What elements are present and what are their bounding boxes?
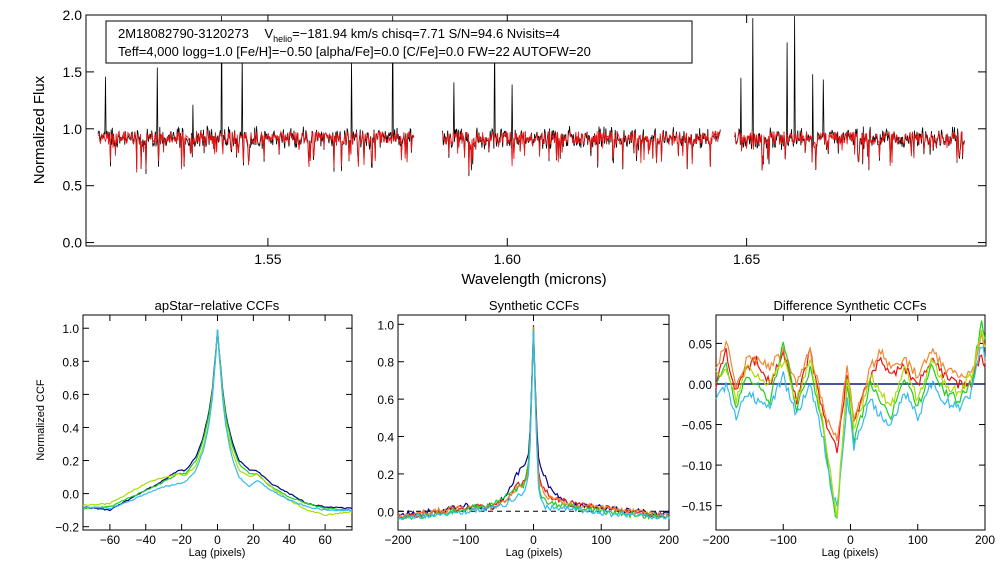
- ccf3-xlabel: Lag (pixels): [822, 547, 879, 559]
- ccf3-frame: [715, 314, 986, 531]
- vhelio-subscript: helio: [273, 34, 292, 44]
- ccf2-series: [397, 324, 670, 522]
- spectrum-ytick-label: 0.5: [63, 178, 83, 194]
- ccf3-xtick-label: −100: [770, 533, 797, 547]
- ccf1-ytick-label: 1.0: [62, 322, 79, 336]
- ccf2-xtick-label: 200: [659, 533, 679, 547]
- ccf2-series-green: [397, 328, 670, 522]
- ccf2-series-cyan: [397, 330, 670, 520]
- ccf3-xtick-label: 100: [908, 533, 928, 547]
- ccf3-ytick-label: −0.10: [682, 459, 713, 473]
- ccf1-ytick-label: 0.0: [62, 488, 79, 502]
- ccf3-series: [715, 320, 986, 519]
- ccf2-title: Synthetic CCFs: [489, 298, 580, 313]
- ccf1-series-cyan: [82, 329, 353, 512]
- spectrum-ytick-label: 2.0: [63, 7, 83, 23]
- ccf3-ytick-label: 0.05: [689, 337, 713, 351]
- ccf2-ytick-label: 0.2: [377, 468, 394, 482]
- spectrum-model-chip-2: [442, 130, 721, 173]
- star-id: 2M18082790-3120273: [118, 26, 249, 41]
- ccf3-xtick-label: −200: [702, 533, 729, 547]
- ccf2-xtick-label: 0: [530, 533, 537, 547]
- spectrum-xtick-label: 1.65: [733, 251, 760, 267]
- spectrum-xlabel: Wavelength (microns): [461, 271, 606, 288]
- ccf2-series-orange: [397, 327, 670, 519]
- spectrum-ytick-label: 0.0: [63, 235, 83, 251]
- ccf3-title: Difference Synthetic CCFs: [774, 298, 927, 313]
- ccf3-panel: Difference Synthetic CCFs −200 −100 0 100 20…: [682, 298, 996, 559]
- ccf1-xtick-label: −20: [171, 533, 192, 547]
- ccf1-series: [82, 329, 353, 517]
- ccf1-ytick-label: 0.4: [62, 421, 79, 435]
- ccf3-xtick-label: 200: [975, 533, 995, 547]
- spectrum-ytick-label: 1.0: [63, 121, 83, 137]
- spectrum-model-chip-3: [734, 130, 965, 171]
- ccf1-ylabel: Normalized CCF: [35, 379, 47, 461]
- ccf3-series-cyan: [715, 346, 986, 507]
- spectrum-panel: 1.55 1.60 1.65 0.0 0.5 1.0 1.5 2.0 2M18082790-3…: [31, 7, 987, 288]
- info-box: [105, 20, 693, 64]
- info-line-1: 2M18082790-3120273 Vhelio=−181.94 km/s c…: [118, 26, 560, 44]
- spectrum-ticks: 1.55 1.60 1.65 0.0 0.5 1.0 1.5 2.0: [63, 7, 986, 267]
- spectrum-series: [97, 15, 965, 177]
- ccf3-ytick-label: −0.05: [682, 419, 713, 433]
- ccf2-ytick-label: 0.4: [377, 431, 394, 445]
- ccf3-series-orange: [715, 332, 986, 442]
- ccf1-series-green: [82, 329, 353, 512]
- ccf1-series-yellowgreen: [82, 329, 353, 517]
- ccf2-ytick-label: 0.0: [377, 505, 394, 519]
- ccf2-ticks: −200 −100 0 100 200 0.0 0.2 0.4 0.6 0.8 1.0: [377, 315, 679, 547]
- ccf3-xtick-label: 0: [847, 533, 854, 547]
- ccf2-ytick-label: 0.8: [377, 356, 394, 370]
- ccf1-ticks: −60 −40 −20 0 20 40 60 −0.2 0.0 0.2 0.4 0.6 0.8 1.0: [55, 315, 352, 547]
- info-line-2: Teff=4,000 logg=1.0 [Fe/H]=−0.50 [alpha/…: [118, 44, 591, 59]
- ccf3-series-green: [715, 320, 986, 519]
- ccf2-panel: Synthetic CCFs −200 −100 0 100 200 0.0 0.2 0.4 0…: [377, 298, 679, 559]
- spectrum-xtick-label: 1.60: [494, 251, 521, 267]
- ccf1-xtick-label: 20: [247, 533, 261, 547]
- ccf1-ytick-label: 0.2: [62, 455, 79, 469]
- ccf1-xtick-label: −40: [136, 533, 157, 547]
- ccf1-xlabel: Lag (pixels): [189, 547, 246, 559]
- vhelio-rest: =−181.94 km/s chisq=7.71 S/N=94.6 Nvisit…: [292, 26, 560, 41]
- ccf1-ytick-label: 0.8: [62, 355, 79, 369]
- ccf3-ytick-label: 0.00: [689, 378, 713, 392]
- spectrum-ytick-label: 1.5: [63, 64, 83, 80]
- ccf1-xtick-label: 0: [214, 533, 221, 547]
- ccf1-ytick-label: −0.2: [55, 521, 79, 535]
- ccf1-frame: [82, 314, 353, 531]
- ccf2-ytick-label: 1.0: [377, 318, 394, 332]
- ccf1-ytick-label: 0.6: [62, 388, 79, 402]
- ccf1-title: apStar−relative CCFs: [155, 298, 280, 313]
- spectrum-frame: [85, 14, 987, 247]
- ccf1-xtick-label: 40: [283, 533, 297, 547]
- ccf1-series-navy: [82, 330, 353, 512]
- ccf3-ytick-label: −0.15: [682, 500, 713, 514]
- ccf2-xlabel: Lag (pixels): [506, 547, 563, 559]
- ccf1-xtick-label: −60: [100, 533, 121, 547]
- spectrum-ylabel: Normalized Flux: [31, 75, 48, 184]
- ccf2-ytick-label: 0.6: [377, 393, 394, 407]
- ccf2-xtick-label: −100: [452, 533, 479, 547]
- ccf1-panel: apStar−relative CCFs −60 −40 −20 0 20 40 60 −0.…: [35, 298, 353, 559]
- ccf2-series-red: [397, 324, 670, 520]
- ccf3-ticks: −200 −100 0 100 200 −0.15 −0.10 −0.05 0.00 0.05: [682, 315, 995, 547]
- ccf3-series-yellowgreen: [715, 329, 986, 518]
- vhelio-prefix: V: [264, 26, 273, 41]
- ccf2-series-navy: [397, 332, 670, 518]
- spectrum-model-chip-1: [97, 129, 415, 173]
- spectrum-xtick-label: 1.55: [254, 251, 281, 267]
- ccf2-xtick-label: −200: [384, 533, 411, 547]
- ccf1-xtick-label: 60: [318, 533, 332, 547]
- ccf2-xtick-label: 100: [591, 533, 611, 547]
